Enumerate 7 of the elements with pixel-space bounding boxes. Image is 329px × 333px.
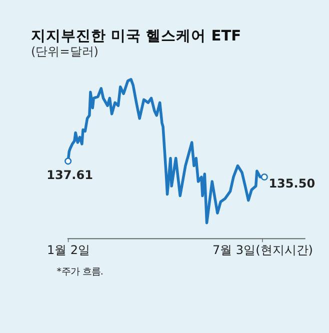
chart-title: 지지부진한 미국 헬스케어 ETF [31,28,242,45]
x-tick-label: 1월 2일 [46,243,90,258]
x-tick-label: 7월 3일(현지시간) [212,243,313,258]
data-label: 135.50 [268,176,316,190]
chart-subtitle: (단위=달러) [31,44,98,58]
text: *주가 흐름. [56,266,104,278]
data-label: 137.61 [46,168,93,182]
